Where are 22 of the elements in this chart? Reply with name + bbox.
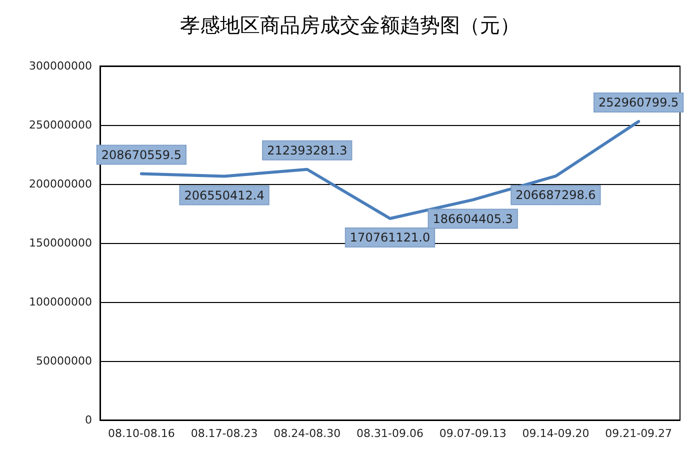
data-label: 170761121.0 — [350, 230, 430, 244]
y-tick-label: 200000000 — [29, 178, 92, 190]
x-tick-label: 09.21-09.27 — [605, 427, 672, 440]
y-tick-label: 50000000 — [36, 354, 92, 368]
y-tick-label: 250000000 — [29, 118, 92, 132]
chart-title: 孝感地区商品房成交金额趋势图（元） — [180, 13, 520, 37]
x-tick-label: 08.31-09.06 — [356, 427, 424, 440]
data-label: 206687298.6 — [516, 188, 596, 202]
y-tick-label: 300000000 — [29, 60, 92, 72]
y-tick-label: 150000000 — [29, 236, 92, 250]
y-tick-label: 0 — [85, 414, 92, 426]
y-tick-label: 100000000 — [29, 296, 92, 308]
data-label: 186604405.3 — [432, 212, 513, 226]
data-label: 212393281.3 — [267, 143, 348, 158]
x-tick-label: 08.24-08.30 — [274, 427, 341, 440]
data-label: 252960799.5 — [598, 96, 679, 110]
x-tick-label: 09.07-09.13 — [439, 427, 506, 440]
data-label: 208670559.5 — [101, 148, 182, 162]
x-tick-label: 08.17-08.23 — [190, 427, 258, 440]
data-label: 206550412.4 — [184, 188, 264, 202]
x-tick-label: 08.10-08.16 — [108, 427, 175, 440]
x-tick-label: 09.14-09.20 — [522, 427, 590, 440]
